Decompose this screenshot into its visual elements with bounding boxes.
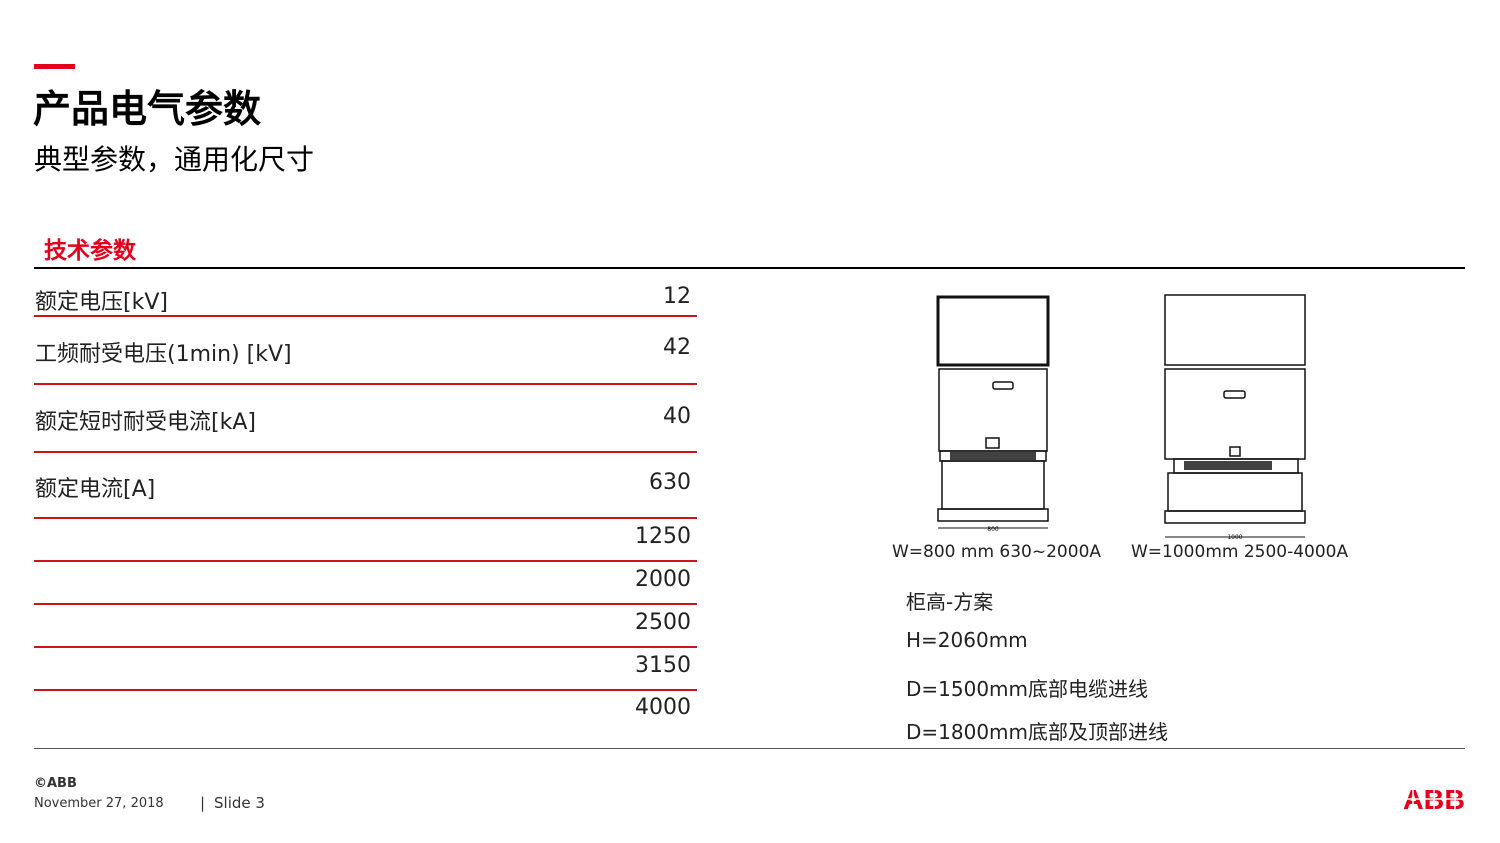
drawing-caption: W=1000mm 2500-4000A (1131, 542, 1349, 562)
divider-bottom (34, 748, 1465, 749)
row-value: 1250 (635, 524, 691, 549)
abb-logo: ABB (1403, 786, 1466, 811)
row-divider (34, 646, 697, 648)
row-value: 12 (663, 284, 691, 309)
info-line: 柜高-方案 (906, 590, 994, 614)
section-title: 技术参数 (44, 238, 136, 264)
row-label: 额定电流[A] (35, 477, 156, 502)
row-value: 40 (663, 404, 691, 429)
row-divider (34, 603, 697, 605)
row-value: 42 (663, 335, 691, 360)
page-title: 产品电气参数 (33, 87, 262, 131)
footer-separator: | (200, 794, 206, 812)
footer-copyright: ©ABB (34, 776, 77, 791)
footer-slide-number: Slide 3 (214, 794, 265, 812)
row-value: 4000 (635, 695, 691, 720)
page-subtitle: 典型参数，通用化尺寸 (34, 143, 315, 176)
row-divider (34, 689, 697, 691)
drawing-caption: W=800 mm 630~2000A (892, 542, 1102, 562)
row-divider (34, 560, 697, 562)
cabinet-drawing-800: 800 (936, 295, 1050, 533)
row-divider (34, 517, 697, 519)
info-line: D=1800mm底部及顶部进线 (906, 720, 1169, 744)
footer-date: November 27, 2018 (34, 796, 164, 811)
cabinet-drawing-1000: 1000 (1164, 294, 1306, 541)
row-value: 2500 (635, 610, 691, 635)
dimension-label: 1000 (1227, 534, 1242, 541)
row-value: 3150 (635, 653, 691, 678)
row-divider (34, 383, 697, 385)
row-divider (34, 315, 697, 317)
row-label: 额定短时耐受电流[kA] (35, 410, 256, 435)
row-value: 2000 (635, 567, 691, 592)
title-accent-bar (34, 64, 75, 69)
divider-top (34, 267, 1465, 269)
row-label: 工频耐受电压(1min) [kV] (35, 342, 292, 367)
row-divider (34, 451, 697, 453)
dimension-label: 800 (987, 526, 999, 533)
row-label: 额定电压[kV] (35, 290, 168, 315)
info-line: H=2060mm (906, 628, 1028, 652)
row-value: 630 (649, 470, 691, 495)
info-line: D=1500mm底部电缆进线 (906, 677, 1149, 701)
